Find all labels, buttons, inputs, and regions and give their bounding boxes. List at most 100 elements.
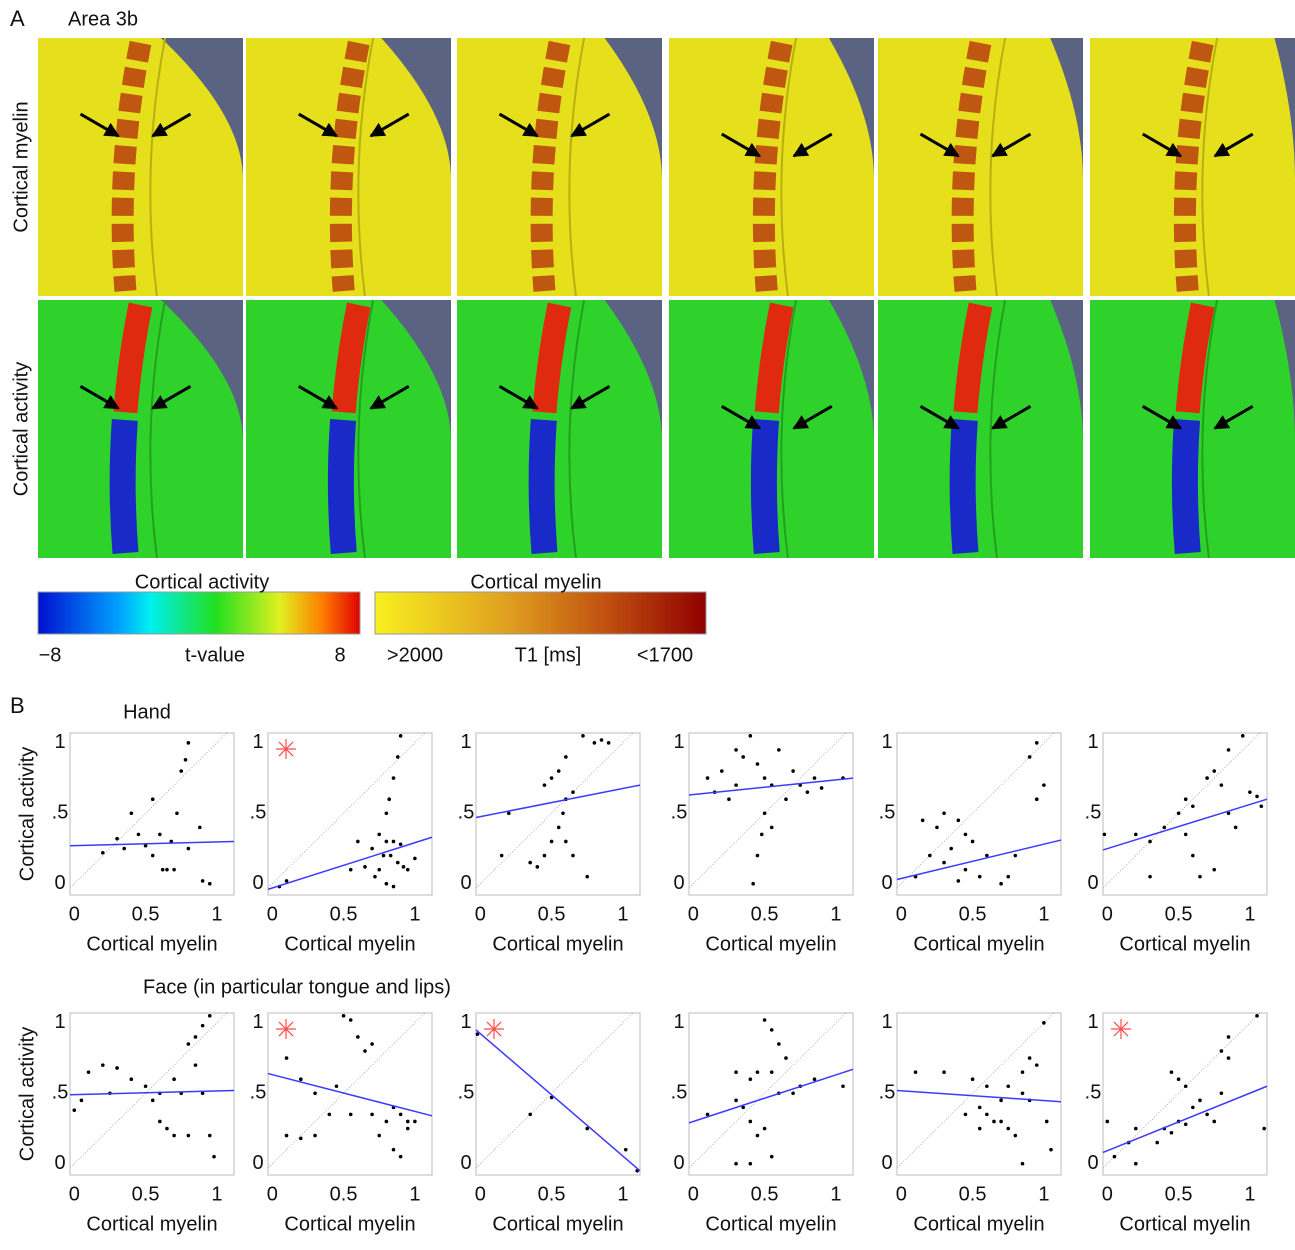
data-point [755, 1133, 760, 1138]
data-point [1240, 734, 1245, 738]
row-label: Cortical myelin [10, 101, 32, 232]
data-point [977, 1126, 982, 1131]
plot-frame [896, 1012, 1062, 1176]
y-tick-label: 1 [673, 731, 684, 753]
data-point [1020, 1161, 1025, 1166]
x-tick-label: 0.5 [132, 1183, 160, 1205]
x-tick-label: 1 [617, 903, 628, 925]
x-tick-label: 0.5 [751, 1183, 779, 1205]
x-axis-label: Cortical myelin [705, 933, 836, 955]
data-point [165, 867, 169, 872]
data-point [398, 1154, 403, 1159]
data-point [769, 1154, 774, 1159]
data-point [1212, 867, 1217, 872]
star-stroke [278, 741, 294, 757]
x-tick-label: 1 [1038, 903, 1049, 925]
data-point [1255, 794, 1259, 799]
data-point [623, 1147, 628, 1152]
data-point [1219, 783, 1224, 787]
data-point [935, 825, 939, 830]
identity-line [475, 732, 634, 889]
x-tick-label: 0.5 [330, 903, 358, 925]
x-tick-label: 0.5 [132, 903, 160, 925]
data-point [1155, 1140, 1159, 1145]
data-point [72, 1108, 77, 1112]
cortex-surface [457, 300, 662, 558]
data-point [812, 776, 817, 780]
data-point [1198, 1098, 1202, 1103]
data-point [841, 1084, 845, 1089]
data-point [1162, 825, 1167, 830]
x-tick-label: 0 [1102, 1183, 1113, 1205]
data-point [207, 1133, 212, 1138]
data-point [381, 853, 386, 858]
data-point [741, 755, 745, 759]
data-point [1255, 1014, 1259, 1018]
data-point [751, 881, 755, 886]
colorbar-label: t-value [185, 644, 245, 666]
star-stroke [486, 1021, 502, 1037]
data-point [391, 839, 396, 844]
brain-image [457, 299, 662, 559]
data-point [1020, 1070, 1025, 1074]
data-point [585, 1126, 590, 1131]
row-title: Face (in particular tongue and lips) [143, 976, 451, 998]
data-point [172, 867, 176, 872]
x-tick-label: 0 [475, 903, 486, 925]
colorbar-title: Cortical activity [135, 571, 269, 593]
y-tick-label: .5 [52, 802, 69, 824]
data-point [183, 757, 188, 762]
y-tick-label: 0 [54, 872, 65, 894]
data-point [115, 836, 119, 841]
data-point [207, 881, 212, 886]
x-axis-label: Cortical myelin [86, 1213, 217, 1235]
data-point [398, 734, 403, 738]
y-tick-label: .5 [879, 1082, 896, 1104]
data-point [784, 797, 788, 802]
data-point [212, 1154, 216, 1159]
identity-line [69, 732, 228, 889]
data-point [101, 850, 105, 855]
sulcus [149, 299, 167, 559]
cortex-surface [246, 38, 451, 296]
data-point [999, 881, 1003, 886]
data-point [160, 867, 165, 872]
data-point [1248, 790, 1252, 794]
data-point [748, 734, 753, 738]
plot-frame [69, 732, 235, 896]
data-point [549, 839, 554, 844]
x-axis-label: Cortical myelin [284, 933, 415, 955]
arrow [570, 112, 611, 138]
data-point [734, 1070, 738, 1074]
data-point [791, 769, 795, 773]
x-tick-label: 0.5 [751, 903, 779, 925]
data-point [720, 769, 724, 773]
data-point [528, 860, 532, 865]
y-tick-label: 0 [1087, 1152, 1098, 1174]
data-point [1219, 1091, 1224, 1096]
data-point [1191, 853, 1195, 858]
identity-line [896, 732, 1055, 889]
data-point [762, 811, 767, 816]
x-tick-label: 1 [830, 1183, 841, 1205]
data-point [356, 839, 360, 844]
data-point [592, 741, 597, 745]
y-tick-label: 1 [460, 731, 471, 753]
row-label: Cortical activity [10, 362, 32, 496]
y-tick-label: .5 [671, 1082, 688, 1104]
x-tick-label: 0 [267, 903, 278, 925]
x-tick-label: 0 [69, 1183, 80, 1205]
data-point [913, 1070, 918, 1074]
x-tick-label: 0 [896, 903, 907, 925]
data-point [762, 776, 767, 780]
data-point [401, 865, 406, 869]
data-point [179, 769, 184, 773]
data-point [79, 1098, 84, 1103]
sulcus [989, 299, 1007, 559]
activity-red [529, 302, 572, 554]
data-point [129, 811, 134, 816]
data-point [1006, 1084, 1011, 1089]
fit-line [896, 839, 1062, 881]
y-tick-label: 0 [673, 1152, 684, 1174]
data-point [1183, 1122, 1188, 1127]
